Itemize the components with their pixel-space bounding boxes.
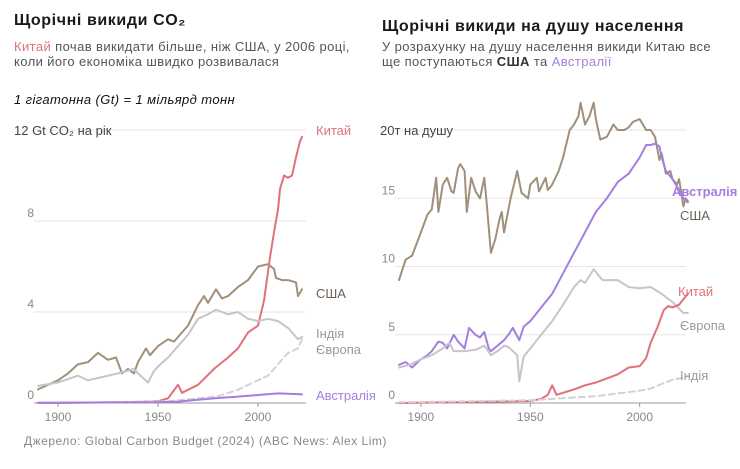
right-series-europe-line: [398, 268, 689, 383]
subtitle-text-and: та: [529, 54, 552, 69]
left-label-usa: США: [316, 286, 346, 301]
left-series-europe-line: [37, 308, 303, 387]
right-y-tick-label: 15: [382, 183, 396, 197]
right-label-china: Китай: [678, 284, 713, 299]
right-chart-title: Щорічні викиди на душу населення: [382, 18, 685, 35]
right-y-tick-label: 10: [382, 252, 396, 266]
left-series-usa-line: [37, 263, 303, 391]
right-series-india-line: [398, 374, 689, 404]
right-x-tick-label: 1950: [517, 410, 544, 424]
left-x-tick-label: 2000: [245, 410, 272, 424]
source-credit: Джерело: Global Carbon Budget (2024) (AB…: [24, 434, 387, 448]
left-chart-subtitle: Китай почав викидати більше, ніж США, у …: [14, 39, 354, 69]
subtitle-australia-highlight: Австралії: [551, 54, 612, 69]
subtitle-text: почав викидати більше, ніж США, у 2006 р…: [14, 39, 350, 69]
right-label-australia: Австралія: [672, 184, 737, 199]
subtitle-text: У розрахунку на душу населення викиди Ки…: [382, 39, 712, 69]
left-label-europe_label: Європа: [316, 342, 362, 357]
right-x-tick-label: 1900: [408, 410, 435, 424]
right-y-axis-label: 20т на душу: [380, 123, 454, 138]
left-label-india_label: Індія: [316, 326, 344, 341]
right-y-tick-label: 0: [388, 388, 395, 402]
left-y-tick-label: 8: [27, 206, 34, 220]
left-x-tick-label: 1950: [145, 410, 172, 424]
right-label-usa: США: [680, 208, 710, 223]
left-label-china: Китай: [316, 123, 351, 138]
right-series-china-line: [398, 292, 689, 404]
left-series-china-line: [37, 135, 303, 404]
left-y-axis-label: 12 Gt CO₂ на рік: [14, 123, 112, 138]
left-y-tick-label: 4: [27, 297, 34, 311]
right-label-india_label: Індія: [680, 368, 708, 383]
left-y-tick-label: 0: [27, 388, 34, 402]
right-x-tick-label: 2000: [626, 410, 653, 424]
subtitle-usa-highlight: США: [496, 54, 530, 69]
left-series-australia-line: [37, 392, 303, 404]
right-label-europe_label: Європа: [680, 318, 726, 333]
right-series-usa-line: [398, 101, 689, 282]
left-series-india-line: [37, 338, 303, 404]
gigatonne-note: 1 гігатонна (Gt) = 1 мільярд тонн: [14, 92, 236, 107]
right-series-australia-line: [398, 142, 689, 369]
right-chart-subtitle: У розрахунку на душу населення викиди Ки…: [382, 39, 712, 69]
left-chart-title: Щорічні викиди CO₂: [14, 12, 187, 29]
subtitle-china-highlight: Китай: [14, 39, 52, 54]
right-y-tick-label: 5: [388, 320, 395, 334]
left-label-australia: Австралія: [316, 388, 376, 403]
left-x-tick-label: 1900: [45, 410, 72, 424]
